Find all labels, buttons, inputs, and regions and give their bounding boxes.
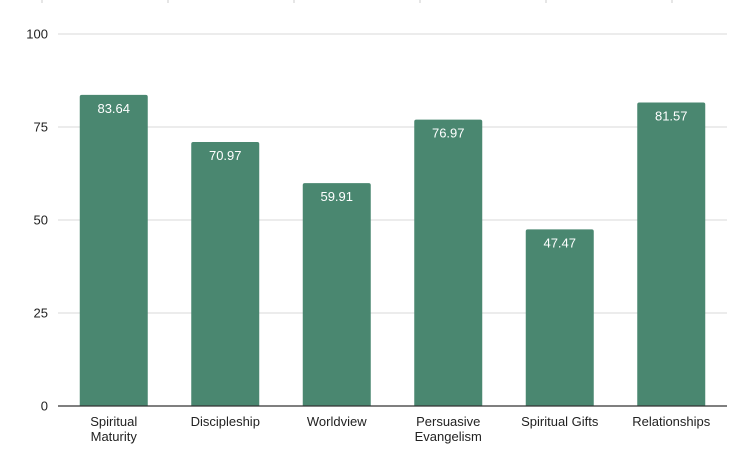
y-tick-label: 75: [34, 120, 48, 135]
gridlines: [58, 33, 727, 314]
category-label: Persuasive Evangelism: [415, 414, 482, 444]
category-label: Discipleship: [191, 414, 260, 429]
category-labels: Spiritual Maturity Discipleship Worldview Pe…: [90, 414, 711, 444]
bar: [191, 141, 260, 407]
y-tick-label: 100: [26, 27, 48, 42]
y-axis-tick-labels: 0 25 50 75 100: [26, 27, 48, 414]
data-label: 83.64: [97, 101, 130, 116]
category-label: Spiritual Gifts: [521, 414, 599, 429]
category-label: Worldview: [307, 414, 367, 429]
data-label: 76.97: [432, 126, 465, 141]
bar: [525, 229, 594, 406]
category-label: Spiritual Maturity: [90, 414, 137, 444]
data-label: 47.47: [543, 235, 576, 250]
bar: [79, 94, 148, 407]
data-label: 59.91: [320, 189, 353, 204]
y-tick-label: 0: [41, 399, 48, 414]
bars: [79, 94, 706, 407]
bar: [302, 183, 371, 406]
y-tick-label: 50: [34, 213, 48, 228]
y-tick-label: 25: [34, 306, 48, 321]
top-edge-ticks: [41, 0, 673, 3]
data-label: 70.97: [209, 148, 242, 163]
data-label: 81.57: [655, 109, 688, 124]
category-label: Relationships: [632, 414, 711, 429]
data-labels: 83.64 70.97 59.91 76.97 47.47 81.57: [97, 101, 687, 251]
bar: [637, 102, 706, 406]
bar: [414, 119, 483, 406]
